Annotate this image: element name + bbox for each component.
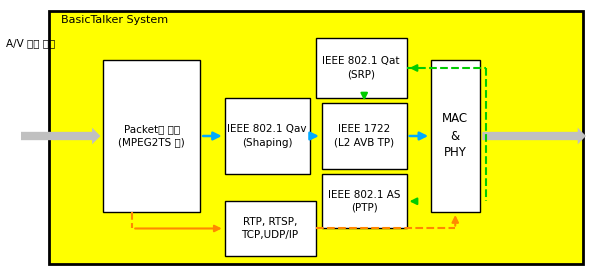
FancyBboxPatch shape (431, 60, 480, 212)
FancyBboxPatch shape (225, 201, 316, 256)
FancyBboxPatch shape (316, 38, 407, 98)
Text: RTP, RTSP,
TCP,UDP/IP: RTP, RTSP, TCP,UDP/IP (242, 217, 299, 240)
Text: A/V 신호 입력: A/V 신호 입력 (6, 39, 55, 48)
Text: BasicTalker System: BasicTalker System (61, 15, 168, 25)
FancyBboxPatch shape (322, 103, 407, 169)
Text: MAC
&
PHY: MAC & PHY (442, 113, 469, 159)
Text: IEEE 1722
(L2 AVB TP): IEEE 1722 (L2 AVB TP) (334, 124, 395, 148)
Text: IEEE 802.1 Qat
(SRP): IEEE 802.1 Qat (SRP) (322, 56, 400, 80)
FancyBboxPatch shape (49, 11, 583, 264)
Text: IEEE 802.1 AS
(PTP): IEEE 802.1 AS (PTP) (328, 190, 401, 213)
Text: IEEE 802.1 Qav
(Shaping): IEEE 802.1 Qav (Shaping) (228, 124, 307, 148)
FancyBboxPatch shape (225, 98, 310, 174)
Text: Packet화 블록
(MPEG2TS 등): Packet화 블록 (MPEG2TS 등) (118, 124, 185, 148)
FancyBboxPatch shape (322, 174, 407, 228)
FancyBboxPatch shape (103, 60, 200, 212)
